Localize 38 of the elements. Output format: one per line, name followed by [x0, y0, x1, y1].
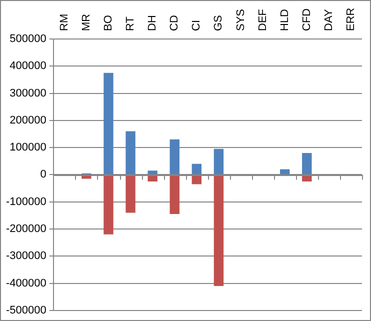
x-tick-label: DH: [146, 15, 159, 31]
bar: [170, 139, 180, 174]
x-tick-label: HLD: [278, 8, 291, 31]
bar: [126, 175, 136, 213]
y-tick-label: -500000: [6, 304, 46, 316]
y-tick-label: -400000: [6, 277, 46, 290]
x-tick-label: CD: [168, 15, 181, 31]
x-tick-label: CFD: [300, 8, 313, 31]
y-tick-label: 200000: [10, 114, 46, 126]
bar: [148, 170, 158, 174]
bar: [192, 164, 202, 174]
bar: [126, 131, 136, 174]
bar: [214, 175, 224, 286]
x-tick-label: BO: [102, 14, 115, 31]
y-tick-label: 300000: [10, 87, 46, 100]
x-tick-label: CI: [190, 20, 203, 31]
bar: [104, 72, 114, 174]
bar: [170, 175, 180, 214]
x-tick-label: DEF: [256, 8, 269, 31]
bar: [280, 169, 290, 174]
y-tick-label: 400000: [10, 60, 46, 72]
x-tick-label: RT: [124, 16, 137, 31]
bar: [302, 152, 312, 174]
x-tick-label: SYS: [234, 8, 247, 31]
y-tick-label: 100000: [10, 142, 46, 154]
bar: [148, 175, 158, 182]
y-tick-label: -300000: [6, 250, 46, 262]
x-tick-label: ERR: [345, 8, 358, 31]
x-tick-label: MR: [80, 14, 92, 31]
y-tick-label: 500000: [10, 33, 46, 46]
y-tick-label: -100000: [6, 196, 46, 208]
bar: [104, 175, 114, 234]
bar: [214, 148, 224, 174]
y-tick-label: 0: [40, 168, 46, 181]
x-tick-label: GS: [212, 15, 225, 31]
x-tick-label: DAY: [322, 8, 335, 31]
y-tick-label: -200000: [6, 223, 46, 236]
x-tick-label: RM: [58, 14, 70, 31]
